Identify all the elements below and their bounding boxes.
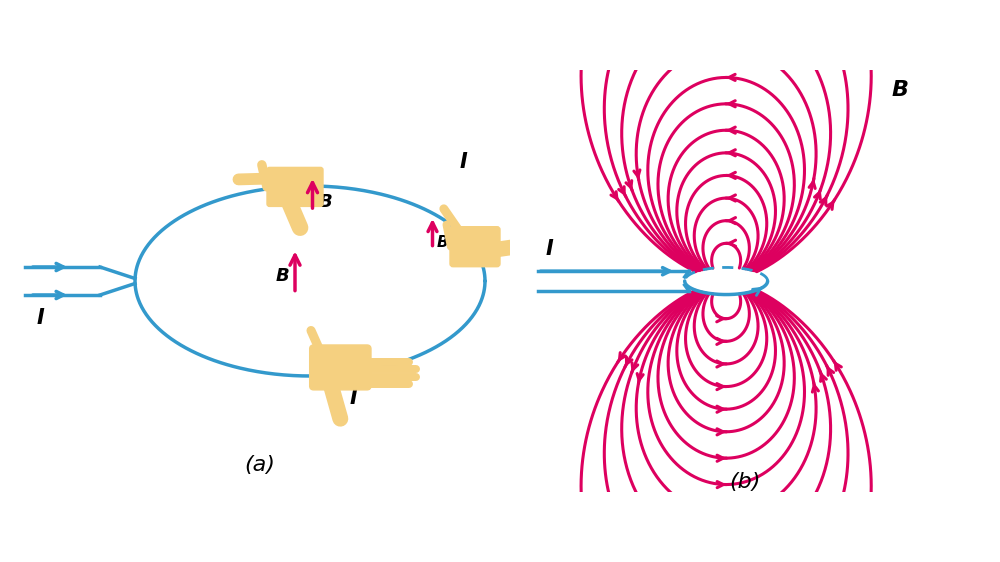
Text: B: B (276, 267, 290, 285)
Text: I: I (545, 239, 553, 259)
Text: I: I (350, 388, 358, 407)
Text: B: B (437, 235, 448, 250)
Circle shape (458, 257, 466, 265)
Text: I: I (36, 307, 44, 328)
Text: B: B (318, 193, 332, 211)
Circle shape (284, 197, 293, 206)
FancyBboxPatch shape (450, 226, 500, 267)
Circle shape (471, 257, 479, 265)
Circle shape (465, 257, 473, 265)
Text: B: B (892, 80, 909, 100)
Circle shape (301, 197, 310, 206)
Text: I: I (460, 152, 468, 173)
Circle shape (292, 197, 301, 206)
FancyBboxPatch shape (267, 167, 323, 206)
Circle shape (478, 257, 486, 265)
Text: (b): (b) (729, 472, 761, 492)
FancyBboxPatch shape (310, 345, 371, 390)
Text: (a): (a) (245, 455, 275, 475)
Circle shape (275, 197, 284, 206)
